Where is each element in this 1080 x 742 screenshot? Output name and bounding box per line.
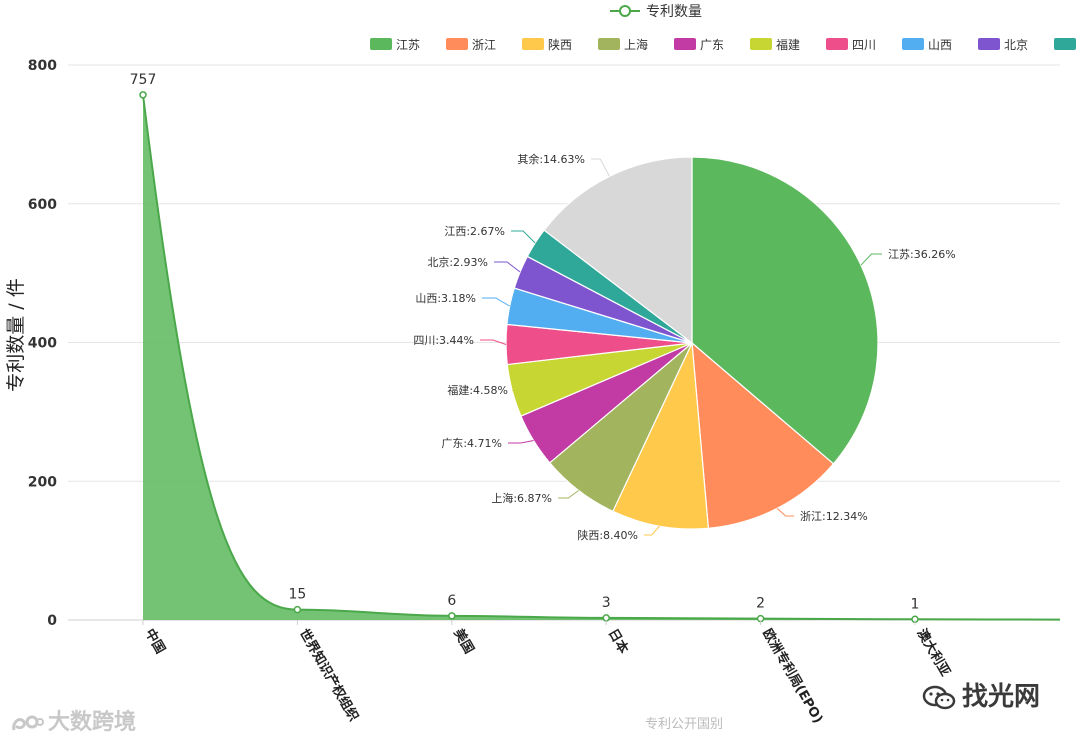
pie-label: 北京:2.93% [427,255,488,269]
pie-label: 四川:3.44% [413,334,474,347]
y-tick-label: 400 [28,336,57,352]
pie-label-line [644,525,660,536]
data-label: 2 [756,596,765,612]
data-point [448,612,456,620]
pie-label-line [776,507,794,517]
pie-label: 江苏:36.26% [888,248,956,261]
x-tick-label: 日本 [605,626,632,657]
legend-swatch-浙江 [446,38,468,50]
legend-label-广东: 广东 [700,38,724,52]
x-tick-label: 世界知识产权组织 [296,626,362,724]
y-tick-label: 800 [28,58,57,74]
legend-swatch-江苏 [370,38,392,50]
pie-slice-陕西 [612,340,710,530]
pie-label-line [860,253,882,266]
pie-label-line [511,389,514,392]
x-axis-label: 专利公开国别 [645,717,723,732]
pie-label-line [591,158,610,177]
pie-slice-江苏 [691,156,879,465]
pie-slice-浙江 [691,341,835,529]
legend-swatch-北京 [978,38,1000,50]
legend-swatch-山西 [902,38,924,50]
pie-label-line [511,230,536,244]
legend-swatch-福建 [750,38,772,50]
pie-label: 陕西:8.40% [577,528,638,542]
watermark-left-text: 大数跨境 [48,710,137,735]
x-tick-label: 欧洲专利局(EPO) [759,626,826,726]
pie-label-line [480,339,507,345]
data-label: 6 [447,593,456,609]
watermark-left: 大数跨境 [10,704,136,736]
legend-label-陕西: 陕西 [548,37,572,52]
legend-label-四川: 四川 [852,38,876,52]
pie-label: 浙江:12.34% [800,510,868,523]
legend-swatch-四川 [826,38,848,50]
y-axis-label: 专利数量 / 件 [5,278,27,391]
x-tick-label: 澳大利亚 [914,626,954,679]
legend-label-江苏: 江苏 [396,38,420,52]
wechat-icon [922,685,956,709]
pie-label: 上海:6.87% [491,491,552,505]
legend-label-浙江: 浙江 [472,38,496,52]
pie-label-line [558,490,579,499]
data-label: 757 [130,72,157,88]
legend-swatch-广东 [674,38,696,50]
x-tick-label: 中国 [142,626,169,657]
y-tick-label: 0 [47,613,57,629]
data-label: 3 [602,595,611,611]
data-label: 1 [911,596,920,612]
y-tick-label: 600 [28,197,57,213]
pie-label: 广东:4.71% [441,437,502,450]
legend-label-山西: 山西 [928,38,952,52]
legend-label-上海: 上海 [624,37,648,52]
y-tick-label: 200 [28,474,57,490]
watermark-right-text: 找光网 [962,682,1041,712]
pie-label: 江西:2.67% [444,225,505,238]
series-legend-label: 专利数量 [646,4,702,20]
area-fill [143,94,1060,621]
data-label: 15 [288,587,306,603]
x-tick-label: 美国 [450,626,477,657]
data-point [139,91,147,99]
pie-label: 福建:4.58% [447,383,508,397]
pie-label: 其余:14.63% [517,152,585,166]
legend-label-北京: 北京 [1004,38,1028,52]
legend-label-福建: 福建 [776,37,800,52]
data-point [293,605,302,614]
pie-label-line [482,297,510,307]
legend-swatch-江西 [1054,38,1076,50]
area-line [142,94,1061,621]
legend-swatch-上海 [598,38,620,50]
dashujk-logo-icon [12,715,44,731]
pie-label-line [508,440,534,444]
series-legend-marker [619,5,631,17]
watermark-right: 找光网 [922,676,1040,713]
pie-label: 山西:3.18% [415,292,476,305]
legend-swatch-陕西 [522,38,544,50]
pie-label-line [494,261,521,273]
